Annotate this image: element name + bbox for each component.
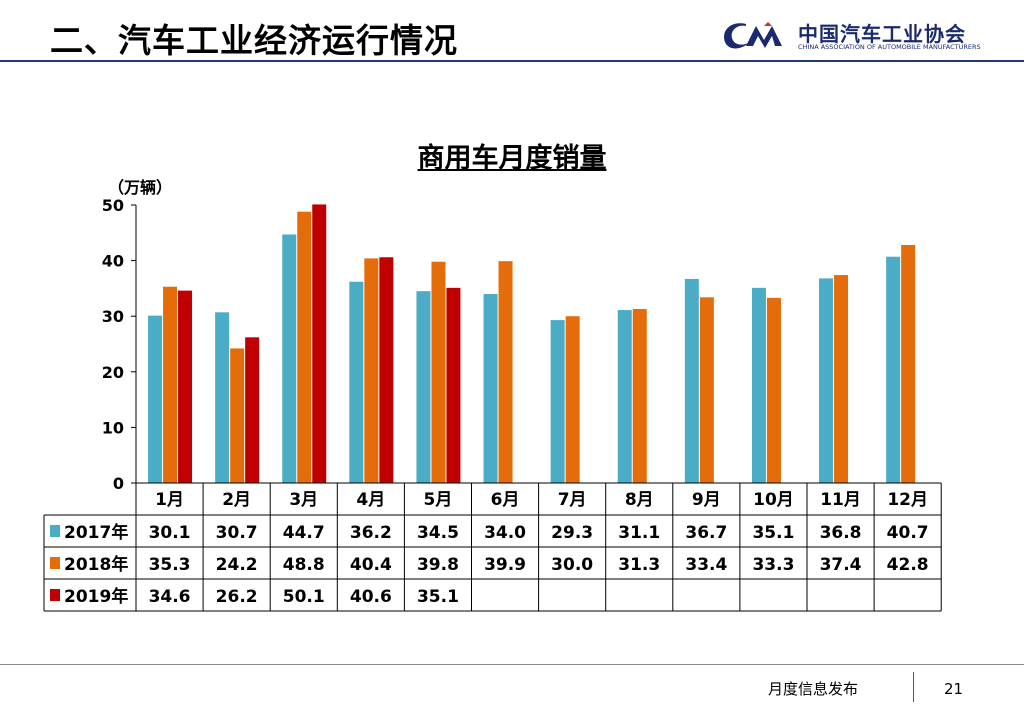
bar-2018年-11月	[834, 275, 849, 483]
chart-title: 商用车月度销量	[417, 143, 607, 174]
bar-2018年-10月	[766, 297, 781, 483]
bar-2019年-3月	[312, 204, 327, 483]
y-tick-label: 30	[102, 307, 124, 326]
data-label: 33.3	[752, 555, 794, 575]
data-label: 44.7	[283, 523, 325, 543]
bar-2017年-2月	[215, 312, 230, 483]
bar-2017年-3月	[282, 234, 297, 483]
logo-english-name: CHINA ASSOCIATION OF AUTOMOBILE MANUFACT…	[798, 43, 981, 51]
x-category-label: 6月	[491, 490, 520, 510]
bar-2017年-9月	[684, 278, 699, 483]
bar-2017年-5月	[416, 291, 431, 483]
data-label: 39.8	[417, 555, 459, 575]
data-label: 35.1	[752, 523, 794, 543]
data-label: 35.3	[149, 555, 191, 575]
bar-2018年-7月	[565, 316, 580, 483]
bar-2018年-6月	[498, 261, 513, 483]
data-table: 1月 2月 3月 4月 5月 6月 7月 8月 9月 10月 11月 12月 2017年 30.1 30.7…	[43, 482, 942, 612]
x-category-label: 4月	[356, 490, 385, 510]
bar-2019年-2月	[245, 337, 260, 483]
x-category-label: 7月	[558, 490, 587, 510]
bar-2017年-6月	[483, 293, 498, 483]
bar-2018年-1月	[163, 286, 178, 483]
x-category-label: 3月	[289, 490, 318, 510]
bar-2017年-8月	[617, 310, 632, 483]
data-label: 40.4	[350, 555, 392, 575]
data-label: 24.2	[216, 555, 258, 575]
page-number: 21	[944, 680, 964, 698]
x-category-label: 11月	[820, 490, 861, 510]
data-label: 37.4	[820, 555, 862, 575]
footer-separator	[913, 672, 914, 702]
data-label: 33.4	[685, 555, 727, 575]
x-category-label: 1月	[155, 490, 184, 510]
logo-chinese-name: 中国汽车工业协会	[798, 22, 966, 46]
legend-swatch-2017年	[50, 525, 60, 537]
bar-2018年-5月	[431, 261, 446, 483]
bar-chart-with-data-table: （万辆） 0 10 20 30 40 50 1月 2月 3月 4月 5月 6月 7月 8月 9月 10月 11月…	[43, 178, 942, 612]
bar-2017年-1月	[148, 315, 163, 483]
y-tick-label: 50	[102, 196, 124, 215]
data-label: 40.6	[350, 587, 392, 607]
data-label: 36.8	[820, 523, 862, 543]
data-label: 29.3	[551, 523, 593, 543]
data-label: 34.0	[484, 523, 526, 543]
chart-bars	[148, 204, 916, 483]
footer-label: 月度信息发布	[768, 680, 859, 698]
bar-2019年-5月	[446, 287, 461, 483]
data-label: 26.2	[216, 587, 258, 607]
data-label: 50.1	[283, 587, 325, 607]
bar-2017年-12月	[886, 256, 901, 483]
bar-2017年-4月	[349, 281, 364, 483]
data-label: 35.1	[417, 587, 459, 607]
caam-logo-mark-icon	[724, 22, 782, 49]
data-label: 30.0	[551, 555, 593, 575]
y-axis-unit-label: （万辆）	[108, 178, 172, 197]
bar-2019年-1月	[178, 290, 193, 483]
data-label: 48.8	[283, 555, 325, 575]
y-tick-label: 0	[113, 474, 124, 493]
x-category-label: 12月	[887, 490, 928, 510]
bar-2018年-8月	[632, 308, 647, 483]
legend-series-name: 2019年	[64, 586, 128, 607]
x-category-label: 10月	[753, 490, 794, 510]
data-label: 31.1	[618, 523, 660, 543]
bar-2018年-3月	[297, 211, 312, 483]
data-label: 30.7	[216, 523, 258, 543]
data-label: 40.7	[887, 523, 929, 543]
x-category-label: 5月	[424, 490, 453, 510]
data-label: 39.9	[484, 555, 526, 575]
bar-2018年-4月	[364, 258, 379, 483]
data-label: 30.1	[149, 523, 191, 543]
data-label: 36.7	[685, 523, 727, 543]
caam-logo: 中国汽车工业协会 CHINA ASSOCIATION OF AUTOMOBILE…	[720, 16, 990, 56]
y-tick-label: 10	[102, 418, 124, 437]
legend-swatch-2019年	[50, 589, 60, 601]
slide-title: 二、汽车工业经济运行情况	[50, 21, 458, 60]
data-label: 34.5	[417, 523, 459, 543]
data-label: 36.2	[350, 523, 392, 543]
x-category-label: 2月	[222, 490, 251, 510]
chart-axes: （万辆） 0 10 20 30 40 50	[102, 178, 172, 493]
y-tick-label: 40	[102, 252, 124, 271]
legend-swatch-2018年	[50, 557, 60, 569]
bar-2019年-4月	[379, 257, 394, 483]
title-divider	[0, 60, 1024, 62]
x-category-label: 8月	[625, 490, 654, 510]
x-category-label: 9月	[692, 490, 721, 510]
bar-2018年-9月	[699, 297, 714, 483]
legend-series-name: 2018年	[64, 554, 128, 575]
data-label: 31.3	[618, 555, 660, 575]
data-label: 42.8	[887, 555, 929, 575]
data-label: 34.6	[149, 587, 191, 607]
bar-2017年-11月	[819, 278, 834, 483]
bar-2017年-10月	[751, 287, 766, 483]
bar-2018年-2月	[230, 348, 245, 483]
legend-series-name: 2017年	[64, 522, 128, 543]
footer-divider	[0, 664, 1024, 665]
bar-2018年-12月	[901, 245, 916, 483]
y-tick-label: 20	[102, 363, 124, 382]
bar-2017年-7月	[550, 320, 565, 483]
